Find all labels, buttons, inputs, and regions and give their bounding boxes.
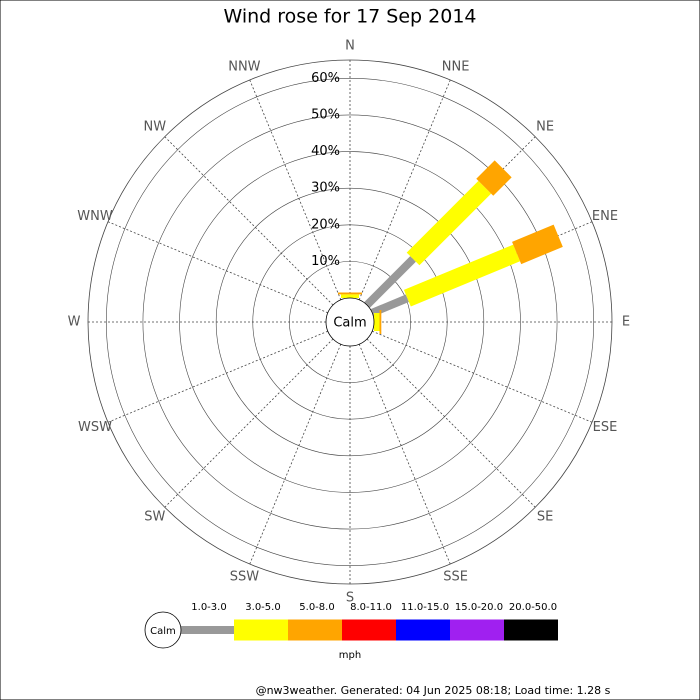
grid-ring [106,78,594,566]
y-tick-label: 60% [311,71,340,86]
direction-label: S [346,591,354,606]
legend-label: 20.0-50.0 [509,602,557,613]
wind-bar [338,292,362,295]
direction-label: SSW [230,569,260,584]
legend-label: 15.0-20.0 [455,602,503,613]
wind-bar [476,160,512,196]
wind-bar [403,244,521,307]
wind-bar [364,256,416,308]
legend-swatch [288,619,342,641]
grid-ring [179,151,521,493]
wind-bar [374,313,380,331]
direction-label: W [68,315,81,330]
y-tick-label: 50% [311,107,340,122]
legend-label: 11.0-15.0 [401,602,449,613]
legend-swatch [450,619,504,641]
direction-label: SW [144,510,165,525]
direction-label: E [622,315,630,330]
calm-circle [325,297,375,347]
chart-title: Wind rose for 17 Sep 2014 [223,6,476,28]
direction-label: WNW [77,209,113,224]
wind-bar [341,294,359,298]
legend-label: 3.0-5.0 [245,602,280,613]
wind-bar [379,310,382,334]
calm-label: Calm [333,316,366,331]
y-tick-label: 40% [311,144,340,159]
y-tick-label: 10% [311,254,340,269]
legend-swatch [504,619,558,641]
direction-label: ENE [592,209,618,224]
y-tick-label: 20% [311,217,340,232]
legend-swatch [342,619,396,641]
y-tick-label: 30% [311,181,340,196]
footer: @nw3weather. Generated: 04 Jun 2025 08:1… [256,684,611,697]
legend-calm-circle [144,611,182,649]
direction-label: NNW [228,60,260,75]
legend-label: 5.0-8.0 [299,602,334,613]
wind-bar [512,224,563,265]
direction-label: ESE [593,420,618,435]
direction-label: WSW [78,420,112,435]
direction-label: SE [537,510,553,525]
legend-unit: mph [339,650,361,661]
legend-label: 8.0-11.0 [350,602,392,613]
wind-bar [406,180,492,266]
direction-label: N [345,39,355,54]
legend-swatch [234,619,288,641]
direction-label: SSE [443,569,468,584]
legend-swatch [180,626,234,634]
grid-ring [142,114,558,530]
legend-calm-label: Calm [150,626,176,637]
legend-label: 1.0-3.0 [191,602,226,613]
direction-label: NE [536,119,554,134]
direction-label: NW [144,119,167,134]
legend-swatch [396,619,450,641]
direction-label: NNE [442,60,470,75]
